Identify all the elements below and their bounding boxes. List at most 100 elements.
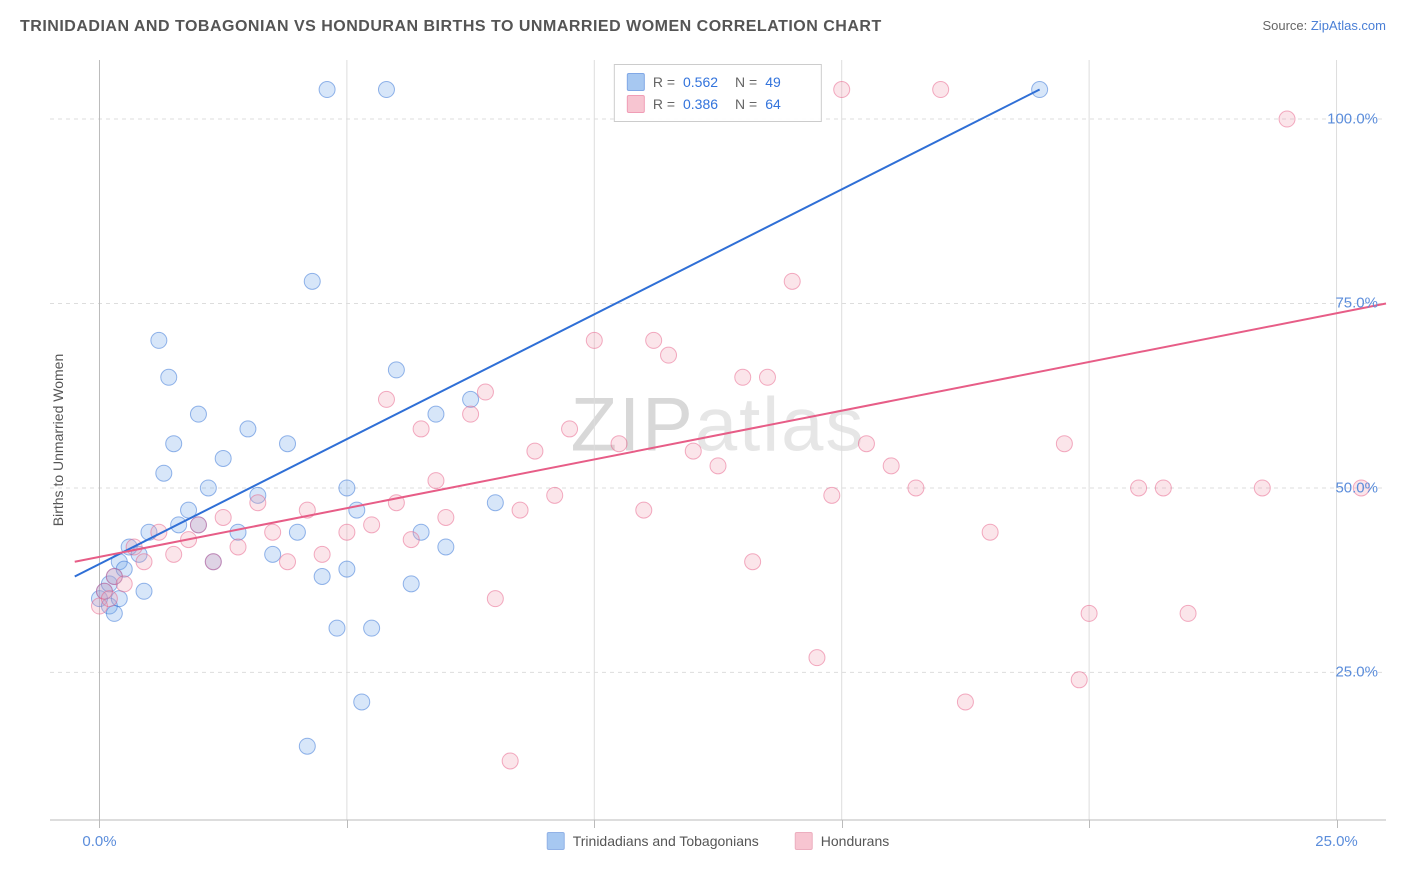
data-point: [339, 561, 355, 577]
data-point: [101, 591, 117, 607]
data-point: [834, 82, 850, 98]
data-point: [329, 620, 345, 636]
data-point: [413, 421, 429, 437]
source-label: Source:: [1262, 18, 1310, 33]
data-point: [1081, 605, 1097, 621]
data-point: [314, 569, 330, 585]
data-point: [562, 421, 578, 437]
legend-series: Trinidadians and Tobagonians Hondurans: [547, 832, 890, 850]
data-point: [240, 421, 256, 437]
r-value-series-1: 0.562: [683, 74, 727, 90]
legend-item-series-2: Hondurans: [795, 832, 890, 850]
data-point: [364, 620, 380, 636]
y-tick-label: 25.0%: [1335, 664, 1378, 681]
data-point: [304, 273, 320, 289]
data-point: [982, 524, 998, 540]
data-point: [1056, 436, 1072, 452]
data-point: [200, 480, 216, 496]
x-tick: [1337, 820, 1338, 828]
data-point: [463, 406, 479, 422]
data-point: [106, 605, 122, 621]
x-tick-label: 25.0%: [1315, 833, 1358, 850]
data-point: [487, 591, 503, 607]
legend-swatch-series-2: [627, 95, 645, 113]
data-point: [136, 583, 152, 599]
data-point: [403, 576, 419, 592]
data-point: [314, 546, 330, 562]
data-point: [527, 443, 543, 459]
n-label: N =: [735, 96, 757, 112]
data-point: [161, 369, 177, 385]
data-point: [319, 82, 335, 98]
data-point: [586, 332, 602, 348]
r-value-series-2: 0.386: [683, 96, 727, 112]
legend-label-series-2: Hondurans: [821, 833, 890, 849]
data-point: [784, 273, 800, 289]
data-point: [265, 524, 281, 540]
data-point: [710, 458, 726, 474]
plot-area: Births to Unmarried Women ZIPatlas 25.0%…: [50, 60, 1386, 820]
data-point: [280, 436, 296, 452]
data-point: [151, 332, 167, 348]
data-point: [646, 332, 662, 348]
data-point: [388, 362, 404, 378]
trend-line: [75, 303, 1386, 561]
data-point: [933, 82, 949, 98]
legend-label-series-1: Trinidadians and Tobagonians: [573, 833, 759, 849]
plot-svg: [50, 60, 1386, 820]
x-tick: [594, 820, 595, 828]
x-tick: [99, 820, 100, 828]
data-point: [378, 82, 394, 98]
data-point: [1155, 480, 1171, 496]
legend-swatch-series-1: [547, 832, 565, 850]
n-value-series-2: 64: [765, 96, 809, 112]
legend-swatch-series-1: [627, 73, 645, 91]
x-tick: [347, 820, 348, 828]
data-point: [636, 502, 652, 518]
data-point: [403, 532, 419, 548]
data-point: [463, 391, 479, 407]
data-point: [116, 576, 132, 592]
legend-item-series-1: Trinidadians and Tobagonians: [547, 832, 759, 850]
data-point: [428, 473, 444, 489]
x-tick: [842, 820, 843, 828]
data-point: [230, 539, 246, 555]
data-point: [354, 694, 370, 710]
data-point: [735, 369, 751, 385]
data-point: [908, 480, 924, 496]
data-point: [250, 495, 266, 511]
x-tick: [1089, 820, 1090, 828]
r-label: R =: [653, 96, 675, 112]
data-point: [438, 509, 454, 525]
data-point: [190, 517, 206, 533]
n-value-series-1: 49: [765, 74, 809, 90]
data-point: [883, 458, 899, 474]
data-point: [957, 694, 973, 710]
data-point: [166, 436, 182, 452]
data-point: [745, 554, 761, 570]
data-point: [364, 517, 380, 533]
data-point: [156, 465, 172, 481]
data-point: [1254, 480, 1270, 496]
data-point: [661, 347, 677, 363]
legend-correlation: R = 0.562 N = 49 R = 0.386 N = 64: [614, 64, 822, 122]
data-point: [289, 524, 305, 540]
data-point: [759, 369, 775, 385]
data-point: [1279, 111, 1295, 127]
data-point: [824, 487, 840, 503]
x-tick-label: 0.0%: [82, 833, 116, 850]
data-point: [136, 554, 152, 570]
data-point: [215, 509, 231, 525]
source-attribution: Source: ZipAtlas.com: [1262, 18, 1386, 33]
data-point: [205, 554, 221, 570]
chart-title: TRINIDADIAN AND TOBAGONIAN VS HONDURAN B…: [20, 18, 882, 36]
data-point: [299, 738, 315, 754]
data-point: [230, 524, 246, 540]
data-point: [280, 554, 296, 570]
data-point: [809, 650, 825, 666]
data-point: [265, 546, 281, 562]
data-point: [166, 546, 182, 562]
data-point: [1071, 672, 1087, 688]
data-point: [1180, 605, 1196, 621]
r-label: R =: [653, 74, 675, 90]
